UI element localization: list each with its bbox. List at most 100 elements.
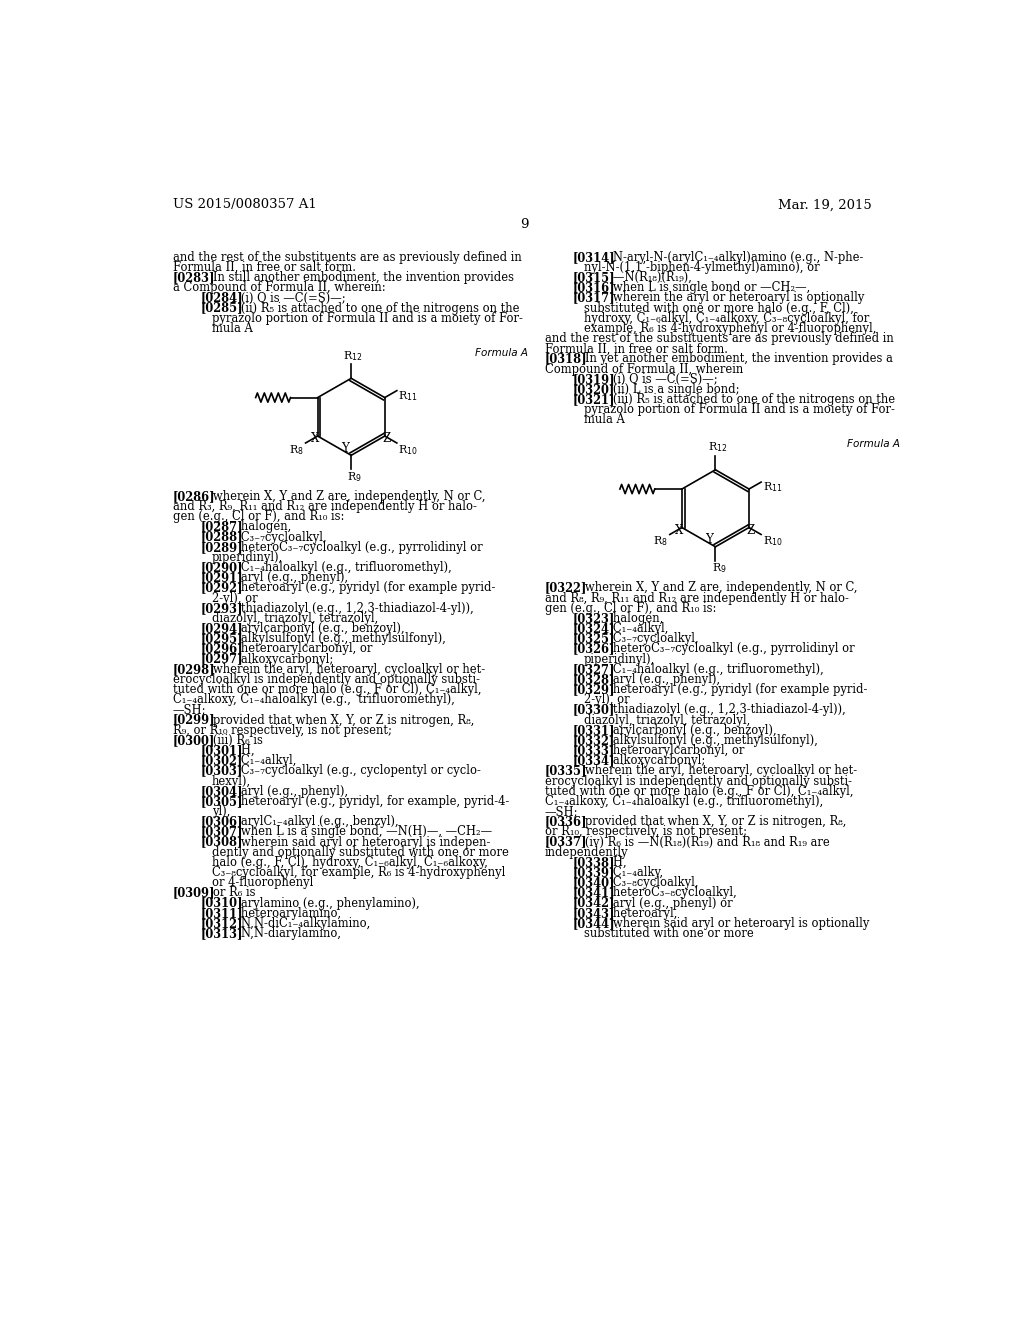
- Text: wherein the aryl or heteroaryl is optionally: wherein the aryl or heteroaryl is option…: [602, 292, 864, 305]
- Text: [0325]: [0325]: [572, 632, 615, 645]
- Text: [0287]: [0287]: [201, 520, 244, 533]
- Text: [0283]: [0283]: [173, 271, 215, 284]
- Text: [0320]: [0320]: [572, 383, 615, 396]
- Text: R$_{11}$: R$_{11}$: [398, 389, 418, 403]
- Text: Compound of Formula II, wherein: Compound of Formula II, wherein: [545, 363, 743, 376]
- Text: [0307]: [0307]: [201, 825, 244, 838]
- Text: C₁₋₄haloalkyl (e.g., trifluoromethyl),: C₁₋₄haloalkyl (e.g., trifluoromethyl),: [602, 663, 823, 676]
- Text: heteroC₃₋₈cycloalkyl,: heteroC₃₋₈cycloalkyl,: [602, 886, 736, 899]
- Text: substituted with one or more halo (e.g., F, Cl),: substituted with one or more halo (e.g.,…: [584, 302, 854, 314]
- Text: —SH;: —SH;: [173, 704, 207, 717]
- Text: R$_9$: R$_9$: [347, 470, 362, 483]
- Text: wherein said aryl or heteroaryl is optionally: wherein said aryl or heteroaryl is optio…: [602, 917, 869, 929]
- Text: arylcarbonyl (e.g., benzoyl),: arylcarbonyl (e.g., benzoyl),: [602, 723, 776, 737]
- Text: [0333]: [0333]: [572, 744, 615, 758]
- Text: R$_{12}$: R$_{12}$: [343, 348, 364, 363]
- Text: [0284]: [0284]: [201, 292, 244, 305]
- Text: [0302]: [0302]: [201, 754, 244, 767]
- Text: thiadiazolyl (e.g., 1,2,3-thiadiazol-4-yl)),: thiadiazolyl (e.g., 1,2,3-thiadiazol-4-y…: [602, 704, 846, 717]
- Text: R$_{11}$: R$_{11}$: [763, 480, 782, 495]
- Text: R$_{12}$: R$_{12}$: [708, 441, 727, 454]
- Text: [0301]: [0301]: [201, 744, 244, 758]
- Text: mula A: mula A: [212, 322, 253, 335]
- Text: N,N-diarylamino,: N,N-diarylamino,: [229, 927, 341, 940]
- Text: [0292]: [0292]: [201, 581, 244, 594]
- Text: (ii) L is a single bond;: (ii) L is a single bond;: [602, 383, 739, 396]
- Text: heteroC₃₋₇cycloalkyl (e.g., pyrrolidinyl or: heteroC₃₋₇cycloalkyl (e.g., pyrrolidinyl…: [229, 541, 482, 554]
- Text: [0309]: [0309]: [173, 886, 215, 899]
- Text: Z: Z: [382, 432, 391, 445]
- Text: independently: independently: [545, 846, 629, 859]
- Text: [0304]: [0304]: [201, 784, 244, 797]
- Text: gen (e.g., Cl or F), and R₁₀ is:: gen (e.g., Cl or F), and R₁₀ is:: [173, 511, 344, 523]
- Text: [0286]: [0286]: [173, 490, 216, 503]
- Text: wherein the aryl, heteroaryl, cycloalkyl or het-: wherein the aryl, heteroaryl, cycloalkyl…: [202, 663, 485, 676]
- Text: (iii) R₅ is attached to one of the nitrogens on the: (iii) R₅ is attached to one of the nitro…: [602, 393, 895, 407]
- Text: [0300]: [0300]: [173, 734, 215, 747]
- Text: R₉, or R₁₀ respectively, is not present;: R₉, or R₁₀ respectively, is not present;: [173, 723, 392, 737]
- Text: C₁₋₄alky,: C₁₋₄alky,: [602, 866, 663, 879]
- Text: when L is a single bond, —N(H)—, —CH₂—: when L is a single bond, —N(H)—, —CH₂—: [229, 825, 492, 838]
- Text: (iii) R₆ is: (iii) R₆ is: [202, 734, 263, 747]
- Text: C₃₋₇cycloalkyl (e.g., cyclopentyl or cyclo-: C₃₋₇cycloalkyl (e.g., cyclopentyl or cyc…: [229, 764, 480, 777]
- Text: example, R₆ is 4-hydroxyphenyl or 4-fluorophenyl,: example, R₆ is 4-hydroxyphenyl or 4-fluo…: [584, 322, 877, 335]
- Text: [0311]: [0311]: [201, 907, 244, 920]
- Text: 2-yl), or: 2-yl), or: [212, 591, 257, 605]
- Text: Y: Y: [341, 442, 349, 454]
- Text: halogen,: halogen,: [602, 612, 663, 624]
- Text: C₁₋₄haloalkyl (e.g., trifluoromethyl),: C₁₋₄haloalkyl (e.g., trifluoromethyl),: [229, 561, 452, 574]
- Text: wherein said aryl or heteroaryl is indepen-: wherein said aryl or heteroaryl is indep…: [229, 836, 490, 849]
- Text: gen (e.g., Cl or F), and R₁₀ is:: gen (e.g., Cl or F), and R₁₀ is:: [545, 602, 717, 615]
- Text: R$_8$: R$_8$: [653, 535, 669, 548]
- Text: [0318]: [0318]: [545, 352, 588, 366]
- Text: X: X: [675, 524, 683, 537]
- Text: (i) Q is —C(=S)—;: (i) Q is —C(=S)—;: [229, 292, 345, 305]
- Text: Formula A: Formula A: [475, 347, 528, 358]
- Text: (i) Q is —C(=S)—;: (i) Q is —C(=S)—;: [602, 372, 718, 385]
- Text: alkoxycarbonyl;: alkoxycarbonyl;: [602, 754, 705, 767]
- Text: 9: 9: [520, 218, 529, 231]
- Text: halogen,: halogen,: [229, 520, 291, 533]
- Text: [0290]: [0290]: [201, 561, 244, 574]
- Text: wherein X, Y and Z are, independently, N or C,: wherein X, Y and Z are, independently, N…: [202, 490, 485, 503]
- Text: [0315]: [0315]: [572, 271, 615, 284]
- Text: (ii) R₅ is attached to one of the nitrogens on the: (ii) R₅ is attached to one of the nitrog…: [229, 302, 519, 314]
- Text: N,N-diC₁₋₄alkylamino,: N,N-diC₁₋₄alkylamino,: [229, 917, 370, 929]
- Text: arylcarbonyl (e.g., benzoyl),: arylcarbonyl (e.g., benzoyl),: [229, 622, 404, 635]
- Text: [0306]: [0306]: [201, 816, 244, 828]
- Text: [0334]: [0334]: [572, 754, 615, 767]
- Text: or R₆ is: or R₆ is: [202, 886, 255, 899]
- Text: tuted with one or more halo (e.g., F or Cl), C₁₋₄alkyl,: tuted with one or more halo (e.g., F or …: [545, 784, 853, 797]
- Text: halo (e.g., F, Cl), hydroxy, C₁₋₆alkyl, C₁₋₆alkoxy,: halo (e.g., F, Cl), hydroxy, C₁₋₆alkyl, …: [212, 855, 487, 869]
- Text: [0317]: [0317]: [572, 292, 615, 305]
- Text: piperidinyl),: piperidinyl),: [584, 652, 655, 665]
- Text: erocycloalkyl is independently and optionally substi-: erocycloalkyl is independently and optio…: [545, 775, 852, 788]
- Text: aryl (e.g., phenyl),: aryl (e.g., phenyl),: [602, 673, 720, 686]
- Text: and the rest of the substituents are as previously defined in: and the rest of the substituents are as …: [545, 333, 894, 345]
- Text: Formula II, in free or salt form.: Formula II, in free or salt form.: [173, 261, 356, 275]
- Text: heteroaryl (e.g., pyridyl (for example pyrid-: heteroaryl (e.g., pyridyl (for example p…: [229, 581, 496, 594]
- Text: substituted with one or more: substituted with one or more: [584, 927, 754, 940]
- Text: [0296]: [0296]: [201, 643, 244, 656]
- Text: Y: Y: [706, 533, 713, 546]
- Text: diazolyl, triazolyl, tetrazolyl,: diazolyl, triazolyl, tetrazolyl,: [584, 714, 750, 726]
- Text: wherein the aryl, heteroaryl, cycloalkyl or het-: wherein the aryl, heteroaryl, cycloalkyl…: [573, 764, 857, 777]
- Text: heteroarylcarbonyl, or: heteroarylcarbonyl, or: [229, 643, 372, 656]
- Text: C₁₋₄alkoxy, C₁₋₄haloalkyl (e.g., trifluoromethyl),: C₁₋₄alkoxy, C₁₋₄haloalkyl (e.g., trifluo…: [545, 795, 823, 808]
- Text: Formula II, in free or salt form.: Formula II, in free or salt form.: [545, 342, 728, 355]
- Text: arylamino (e.g., phenylamino),: arylamino (e.g., phenylamino),: [229, 896, 420, 909]
- Text: C₃₋₇cycloalkyl,: C₃₋₇cycloalkyl,: [602, 632, 698, 645]
- Text: [0299]: [0299]: [173, 714, 216, 726]
- Text: [0289]: [0289]: [201, 541, 244, 554]
- Text: Mar. 19, 2015: Mar. 19, 2015: [778, 198, 872, 211]
- Text: heteroaryl (e.g., pyridyl (for example pyrid-: heteroaryl (e.g., pyridyl (for example p…: [602, 682, 867, 696]
- Text: C₃₋₇cycloalkyl,: C₃₋₇cycloalkyl,: [229, 531, 327, 544]
- Text: [0337]: [0337]: [545, 836, 588, 849]
- Text: heteroarylamino,: heteroarylamino,: [229, 907, 341, 920]
- Text: [0314]: [0314]: [572, 251, 615, 264]
- Text: C₃₋₈cycloalkyl,: C₃₋₈cycloalkyl,: [602, 876, 698, 890]
- Text: N-aryl-N-(arylC₁₋₄alkyl)amino (e.g., N-phe-: N-aryl-N-(arylC₁₋₄alkyl)amino (e.g., N-p…: [602, 251, 863, 264]
- Text: piperidinyl),: piperidinyl),: [212, 550, 283, 564]
- Text: [0322]: [0322]: [545, 581, 588, 594]
- Text: [0330]: [0330]: [572, 704, 615, 717]
